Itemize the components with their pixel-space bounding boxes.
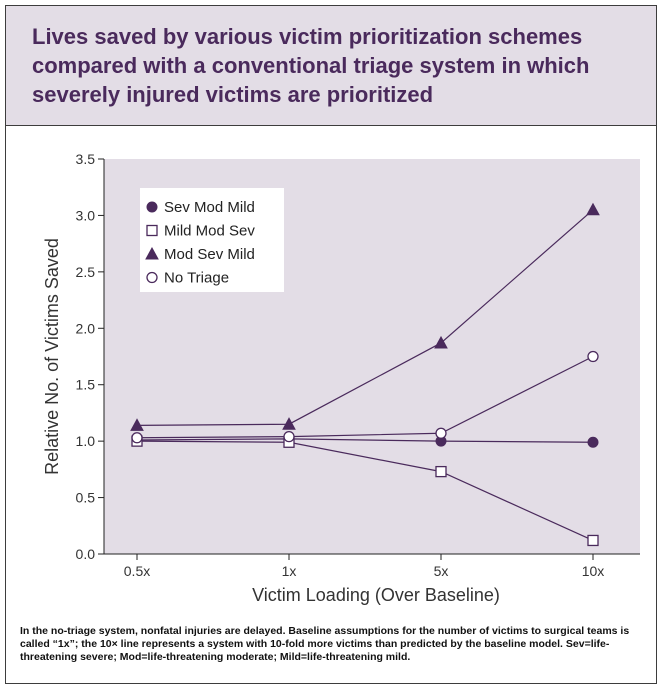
x-tick-label: 0.5x [124,563,150,579]
series-line [136,438,594,443]
series-no-triage [136,355,594,439]
x-axis-label: Victim Loading (Over Baseline) [252,585,500,605]
series-markers [130,202,600,431]
legend-marker [146,271,158,284]
data-point [131,432,143,444]
data-point [434,335,448,349]
legend-marker [146,224,158,237]
series-mod-sev-mild [136,209,594,426]
series-line [136,355,594,439]
y-tick-label: 3.0 [76,207,96,223]
x-tick-label: 1x [282,563,297,579]
legend-marker [145,246,159,260]
data-point [435,465,447,478]
legend-label: No Triage [164,270,229,287]
axes: 0.0 0.5 1.0 1.5 2.0 2.5 3.0 3.5 0.5x 1x 5x 10x [76,151,640,579]
series-sev-mod-mild [136,438,594,443]
data-point [435,427,447,439]
data-point [586,202,600,216]
series-line [136,440,594,542]
y-tick-label: 0.5 [76,490,96,506]
legend-label: Mod Sev Mild [164,246,255,263]
legend-label: Sev Mod Mild [164,199,255,216]
x-tick-label: 10x [582,563,605,579]
data-point [587,350,599,363]
legend-box [140,188,284,292]
x-tick-label: 5x [434,563,449,579]
legend-marker [146,201,158,213]
series-markers [131,350,599,444]
y-tick-label: 2.5 [76,264,96,280]
legend: Sev Mod Mild Mild Mod Sev Mod Sev Mild No T… [140,188,284,292]
figure-title: Lives saved by various victim prioritiza… [32,24,590,107]
figure-caption: In the no-triage system, nonfatal injuri… [20,625,630,663]
data-point [587,436,599,448]
y-tick-label: 2.0 [76,320,96,336]
data-point [282,417,296,430]
legend-label: Mild Mod Sev [164,223,255,240]
data-point [130,418,144,431]
data-point [587,534,599,547]
series-mild-mod-sev [136,440,594,542]
series-layer [130,202,600,547]
title-band: Lives saved by various victim prioritiza… [6,6,656,126]
y-tick-label: 1.5 [76,377,96,393]
y-axis-label: Relative No. of Victims Saved [42,238,62,475]
y-tick-label: 0.0 [76,546,96,562]
y-tick-label: 3.5 [76,151,96,167]
y-tick-label: 1.0 [76,433,96,449]
data-point [283,430,295,443]
series-line [136,209,594,426]
